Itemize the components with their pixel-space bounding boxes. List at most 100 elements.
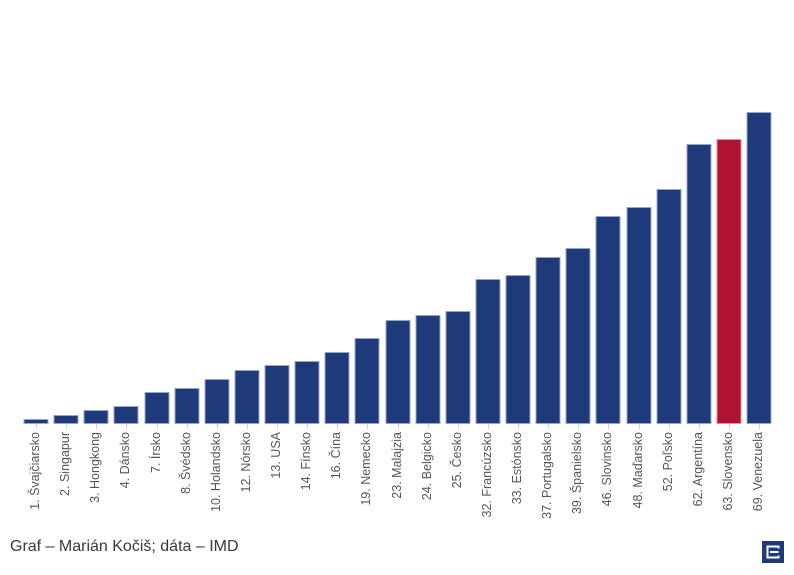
bar [204, 379, 230, 424]
bar [294, 361, 320, 424]
x-axis-label: 4. Dánsko [118, 432, 133, 489]
axis-tick [367, 424, 369, 429]
bar-column: 48. Maďarsko [624, 0, 654, 524]
x-axis-label: 52. Poľsko [660, 432, 675, 492]
bar [505, 275, 531, 424]
x-axis-label: 63. Slovensko [720, 432, 735, 511]
x-axis-label: 62. Argentína [690, 432, 705, 507]
x-axis-label: 33. Estónsko [510, 432, 525, 505]
bar [113, 406, 139, 424]
x-axis-label: 13. USA [269, 432, 284, 479]
bar-column: 39. Španielsko [563, 0, 593, 524]
x-axis-label: 46. Slovinsko [600, 432, 615, 507]
bar-column: 63. Slovensko [714, 0, 744, 524]
bar-column: 16. Čína [322, 0, 352, 524]
bar-column: 2. Singapur [51, 0, 81, 524]
bar-column: 10. Holandsko [202, 0, 232, 524]
bar [656, 189, 682, 424]
x-axis-label: 19. Nemecko [359, 432, 374, 506]
axis-tick [457, 424, 459, 429]
e-square-logo-icon [762, 541, 784, 563]
axis-tick [668, 424, 670, 429]
axis-tick [96, 424, 98, 429]
x-axis-label: 8. Švédsko [178, 432, 193, 494]
bar [53, 415, 79, 424]
axis-tick [548, 424, 550, 429]
axis-tick [518, 424, 520, 429]
axis-tick [216, 424, 218, 429]
x-axis-label: 16. Čína [329, 432, 344, 480]
bar [264, 365, 290, 424]
bar-column: 25. Česko [443, 0, 473, 524]
bar [385, 320, 411, 424]
bar [475, 279, 501, 424]
bar-column: 1. Švajčiarsko [21, 0, 51, 524]
x-axis-label: 1. Švajčiarsko [28, 432, 43, 510]
axis-tick [698, 424, 700, 429]
bar [626, 207, 652, 424]
bar-column: 7. Írsko [142, 0, 172, 524]
bar-highlight-slovensko [716, 139, 742, 424]
bar [535, 257, 561, 424]
axis-tick [186, 424, 188, 429]
axis-tick [487, 424, 489, 429]
axis-tick [397, 424, 399, 429]
bar-column: 46. Slovinsko [593, 0, 623, 524]
bar [445, 311, 471, 424]
axis-tick [578, 424, 580, 429]
bar-column: 24. Belgicko [413, 0, 443, 524]
bar-column: 37. Portugalsko [533, 0, 563, 524]
bar [354, 338, 380, 424]
axis-tick [427, 424, 429, 429]
x-axis-label: 37. Portugalsko [540, 432, 555, 519]
bar [324, 352, 350, 424]
bar-column: 14. Fínsko [292, 0, 322, 524]
axis-tick [126, 424, 128, 429]
axis-tick [307, 424, 309, 429]
x-axis-label: 48. Maďarsko [630, 432, 645, 509]
x-axis-label: 23. Malajzia [389, 432, 404, 499]
x-axis-label: 7. Írsko [148, 432, 163, 473]
bar-column: 3. Hongkong [81, 0, 111, 524]
bar [565, 248, 591, 424]
bar-column: 69. Venezuela [744, 0, 774, 524]
axis-tick [277, 424, 279, 429]
bar-column: 13. USA [262, 0, 292, 524]
bar [174, 388, 200, 424]
bar [144, 392, 170, 424]
axis-tick [156, 424, 158, 429]
bar-column: 4. Dánsko [111, 0, 141, 524]
bar [746, 112, 772, 424]
bar [686, 144, 712, 424]
bar-column: 12. Nórsko [232, 0, 262, 524]
bar-column: 52. Poľsko [654, 0, 684, 524]
x-axis-label: 69. Venezuela [751, 432, 766, 512]
x-axis-label: 2. Singapur [58, 432, 73, 496]
bar-column: 19. Nemecko [352, 0, 382, 524]
axis-tick [66, 424, 68, 429]
axis-tick [728, 424, 730, 429]
bar [595, 216, 621, 424]
bar-chart-plot: 1. Švajčiarsko 2. Singapur 3. Hongkong 4. D… [21, 0, 774, 524]
axis-tick [36, 424, 38, 429]
x-axis-label: 12. Nórsko [238, 432, 253, 493]
bar-column: 33. Estónsko [503, 0, 533, 524]
x-axis-label: 10. Holandsko [208, 432, 223, 512]
bar [234, 370, 260, 424]
x-axis-label: 25. Česko [449, 432, 464, 489]
x-axis-label: 32. Francúzsko [479, 432, 494, 518]
bar [23, 419, 49, 424]
axis-tick [337, 424, 339, 429]
chart-caption: Graf – Marián Kočiš; dáta – IMD [10, 538, 239, 555]
axis-tick [246, 424, 248, 429]
x-axis-label: 14. Fínsko [299, 432, 314, 491]
bar-column: 23. Malajzia [383, 0, 413, 524]
bar-column: 32. Francúzsko [473, 0, 503, 524]
bar [83, 410, 109, 424]
x-axis-label: 39. Španielsko [570, 432, 585, 515]
axis-tick [638, 424, 640, 429]
bar-column: 62. Argentína [684, 0, 714, 524]
publisher-logo[interactable] [762, 541, 784, 563]
x-axis-label: 3. Hongkong [88, 432, 103, 503]
